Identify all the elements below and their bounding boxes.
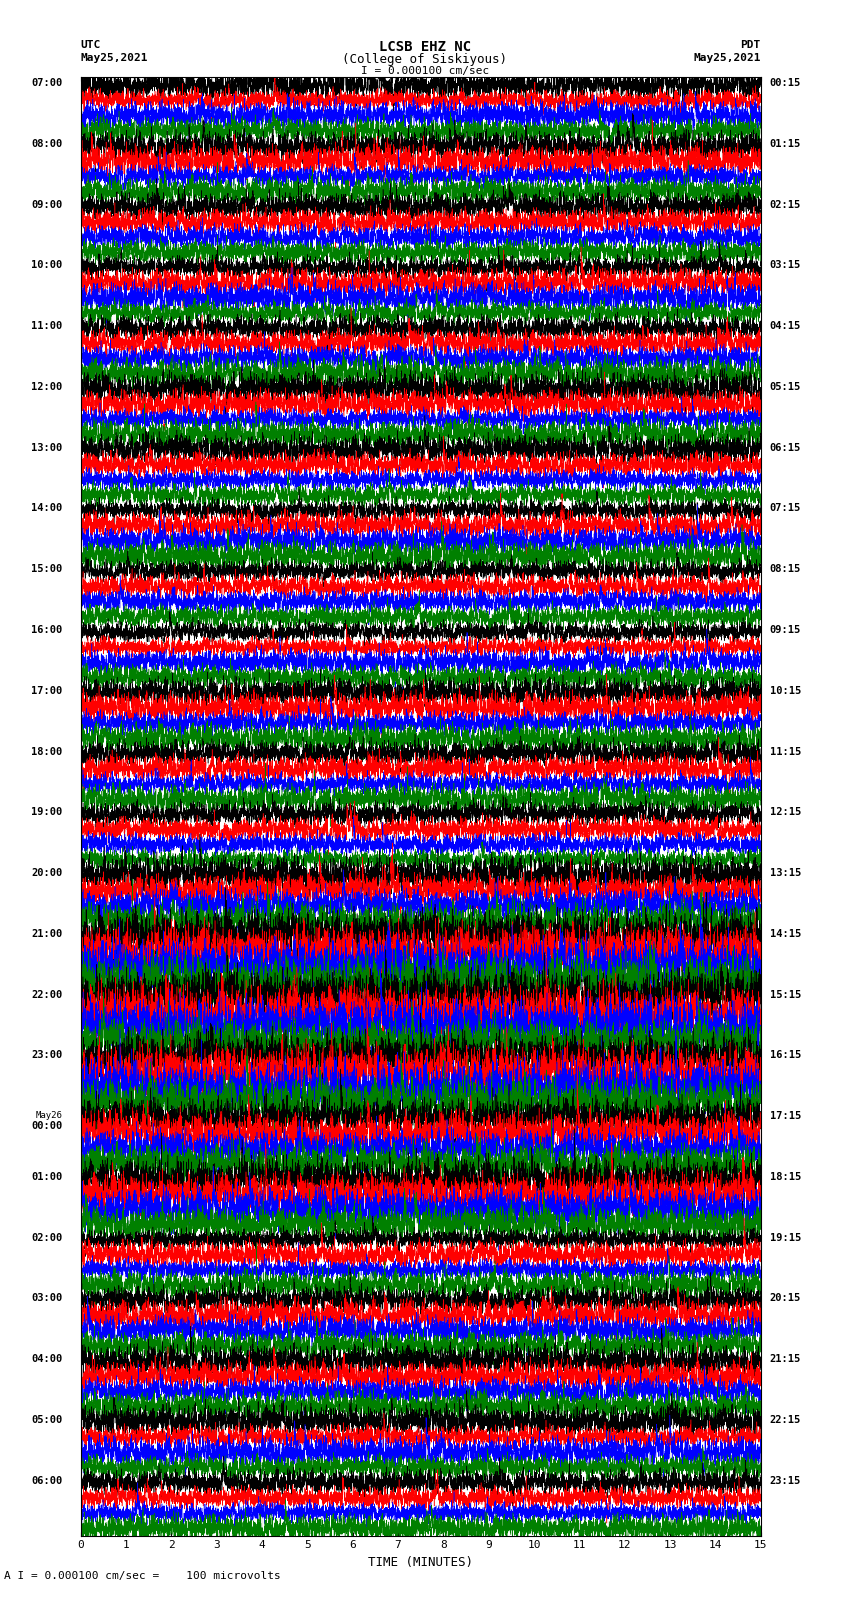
Text: 18:00: 18:00 <box>31 747 63 756</box>
Text: 05:00: 05:00 <box>31 1415 63 1424</box>
Text: 14:15: 14:15 <box>770 929 801 939</box>
Text: 08:00: 08:00 <box>31 139 63 148</box>
Text: UTC: UTC <box>81 40 101 50</box>
Text: 08:15: 08:15 <box>770 565 801 574</box>
Text: 03:15: 03:15 <box>770 260 801 271</box>
Text: 11:00: 11:00 <box>31 321 63 331</box>
Text: 23:15: 23:15 <box>770 1476 801 1486</box>
Text: 17:00: 17:00 <box>31 686 63 695</box>
Text: 09:15: 09:15 <box>770 624 801 636</box>
Text: 01:00: 01:00 <box>31 1171 63 1182</box>
Text: 09:00: 09:00 <box>31 200 63 210</box>
Text: May25,2021: May25,2021 <box>694 53 761 63</box>
Text: I = 0.000100 cm/sec: I = 0.000100 cm/sec <box>361 66 489 76</box>
Text: 00:00: 00:00 <box>31 1121 63 1131</box>
Text: 16:00: 16:00 <box>31 624 63 636</box>
Text: 16:15: 16:15 <box>770 1050 801 1060</box>
Text: 22:15: 22:15 <box>770 1415 801 1424</box>
Text: 15:15: 15:15 <box>770 989 801 1000</box>
Text: 10:15: 10:15 <box>770 686 801 695</box>
Text: 17:15: 17:15 <box>770 1111 801 1121</box>
Text: 02:00: 02:00 <box>31 1232 63 1242</box>
Text: May25,2021: May25,2021 <box>81 53 148 63</box>
Text: (College of Siskiyous): (College of Siskiyous) <box>343 53 507 66</box>
X-axis label: TIME (MINUTES): TIME (MINUTES) <box>368 1557 473 1569</box>
Text: 03:00: 03:00 <box>31 1294 63 1303</box>
Text: 14:00: 14:00 <box>31 503 63 513</box>
Text: May26: May26 <box>36 1111 63 1119</box>
Text: 12:00: 12:00 <box>31 382 63 392</box>
Text: 20:00: 20:00 <box>31 868 63 877</box>
Text: 07:00: 07:00 <box>31 77 63 89</box>
Text: 05:15: 05:15 <box>770 382 801 392</box>
Text: 02:15: 02:15 <box>770 200 801 210</box>
Text: 23:00: 23:00 <box>31 1050 63 1060</box>
Text: 04:15: 04:15 <box>770 321 801 331</box>
Text: 13:15: 13:15 <box>770 868 801 877</box>
Text: 12:15: 12:15 <box>770 806 801 818</box>
Text: 22:00: 22:00 <box>31 989 63 1000</box>
Text: 19:15: 19:15 <box>770 1232 801 1242</box>
Text: 15:00: 15:00 <box>31 565 63 574</box>
Text: PDT: PDT <box>740 40 761 50</box>
Text: 06:15: 06:15 <box>770 442 801 453</box>
Text: 11:15: 11:15 <box>770 747 801 756</box>
Text: 21:00: 21:00 <box>31 929 63 939</box>
Text: 10:00: 10:00 <box>31 260 63 271</box>
Text: 13:00: 13:00 <box>31 442 63 453</box>
Text: LCSB EHZ NC: LCSB EHZ NC <box>379 40 471 55</box>
Text: 04:00: 04:00 <box>31 1353 63 1365</box>
Text: 21:15: 21:15 <box>770 1353 801 1365</box>
Text: 18:15: 18:15 <box>770 1171 801 1182</box>
Text: 20:15: 20:15 <box>770 1294 801 1303</box>
Text: A I = 0.000100 cm/sec =    100 microvolts: A I = 0.000100 cm/sec = 100 microvolts <box>4 1571 281 1581</box>
Text: 19:00: 19:00 <box>31 806 63 818</box>
Text: 00:15: 00:15 <box>770 77 801 89</box>
Text: 07:15: 07:15 <box>770 503 801 513</box>
Text: 01:15: 01:15 <box>770 139 801 148</box>
Text: 06:00: 06:00 <box>31 1476 63 1486</box>
